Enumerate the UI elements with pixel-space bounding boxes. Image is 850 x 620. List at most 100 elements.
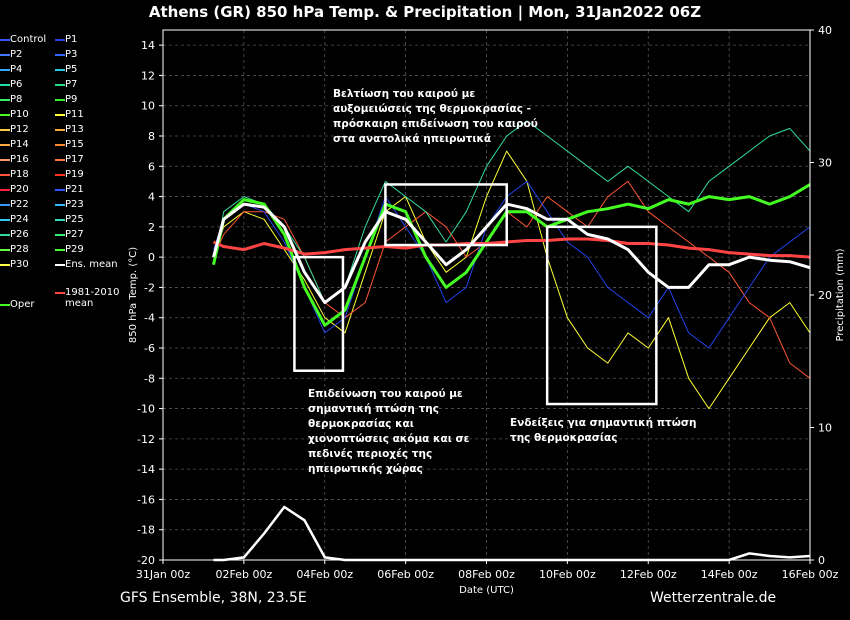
y2-axis-label: Precipitation (mm) [835,248,846,341]
legend-swatch [0,234,10,236]
legend-label: P21 [65,184,84,195]
annotation-line: θερμοκρασίας και [308,418,414,430]
y-tick-label: -6 [144,342,155,355]
legend-label: P30 [10,259,29,270]
legend-swatch [0,114,10,116]
annotation-box [293,255,345,372]
annotation-box [545,225,658,406]
legend-label: P24 [10,214,29,225]
legend-swatch [0,54,10,56]
x-tick-label: 14Feb 00z [701,568,758,581]
annotation-line: Επιδείνωση του καιρού με [308,388,463,400]
y-tick-label: -14 [137,463,155,476]
series-line-1981-2010-mean [212,237,811,259]
annotation-line: ηπειρωτικής χώρας [308,463,423,475]
y-axis-label: 850 hPa Temp. (°C) [128,247,139,343]
legend-label: P18 [10,169,29,180]
legend-swatch [55,129,65,131]
chart-title: Athens (GR) 850 hPa Temp. & Precipitatio… [148,3,702,21]
y-tick-label: 12 [141,69,155,82]
precipitation-series [213,505,811,562]
legend-label: P1 [65,34,78,45]
legend-label: P12 [10,124,29,135]
legend-label: P14 [10,139,29,150]
y-tick-label: -20 [137,554,155,567]
legend-swatch [55,292,65,294]
series-line-p11 [213,150,811,410]
legend-label: P4 [10,64,23,75]
legend-label: P3 [65,49,78,60]
x-tick-label: 06Feb 00z [377,568,434,581]
y-tick-label: 2 [148,221,155,234]
y-tick-label: -12 [137,433,155,446]
annotation-boxes [293,183,658,406]
y2-tick-label: 40 [818,24,832,37]
legend-swatch [0,159,10,161]
legend-swatch [55,39,65,41]
legend-label: P5 [65,64,78,75]
legend-swatch [0,204,10,206]
legend-label: P29 [65,244,84,255]
legend-swatch [0,189,10,191]
annotation-line: της θερμοκρασίας [510,432,618,444]
legend-label: P16 [10,154,29,165]
legend-label: P25 [65,214,84,225]
legend-swatch [55,219,65,221]
legend-swatch [0,304,10,306]
y-tick-label: 0 [148,251,155,264]
annotation-line: σημαντική πτώση της [308,403,439,415]
legend-swatch [55,159,65,161]
legend-swatch [55,204,65,206]
y2-tick-label: 20 [818,289,832,302]
legend-label: P9 [65,94,78,105]
y2-tick-label: 10 [818,422,832,435]
legend-swatch [0,69,10,71]
footer-source: Wetterzentrale.de [650,590,777,606]
annotation-line: Βελτίωση του καιρού με [333,88,476,100]
legend-swatch [0,144,10,146]
legend-swatch [55,99,65,101]
annotation-line: Ενδείξεις για σημαντική πτώση [510,417,697,429]
annotation-line: πεδινές περιοχές της [308,448,433,460]
y-tick-label: 14 [141,39,155,52]
y-tick-label: 8 [148,130,155,143]
x-tick-label: 04Feb 00z [296,568,353,581]
legend-label: P13 [65,124,84,135]
legend-label: P8 [10,94,23,105]
plot-frame [162,29,811,561]
legend-swatch [0,174,10,176]
legend-swatch [55,69,65,71]
legend-swatch [55,234,65,236]
legend-label: P2 [10,49,23,60]
y-tick-label: -16 [137,493,155,506]
annotation-top: Βελτίωση του καιρού με αυξομειώσεις της θ… [333,87,538,147]
x-tick-label: 31Jan 00z [136,568,190,581]
legend-swatch [55,54,65,56]
y-tick-label: -18 [137,524,155,537]
footer-model-info: GFS Ensemble, 38N, 23.5E [120,590,307,606]
y2-tick-label: 30 [818,157,832,170]
legend-swatch [0,84,10,86]
legend-swatch [55,189,65,191]
legend-swatch [0,264,10,266]
x-tick-label: 12Feb 00z [620,568,677,581]
legend-swatch [55,84,65,86]
y-tick-label: 10 [141,100,155,113]
legend-swatch [0,99,10,101]
legend-label: P17 [65,154,84,165]
legend-label: P28 [10,244,29,255]
legend-label: P22 [10,199,29,210]
legend-swatch [0,219,10,221]
legend-label: Ens. mean [65,259,118,270]
legend-label: P26 [10,229,29,240]
legend-label: P7 [65,79,78,90]
legend-label: P27 [65,229,84,240]
y-tick-label: -10 [137,403,155,416]
legend-label: 1981-2010 mean [65,287,120,309]
y-tick-label: -4 [144,312,155,325]
annotation-left: Επιδείνωση του καιρού με σημαντική πτώση … [308,387,470,477]
legend-swatch [55,174,65,176]
y-tick-label: -2 [144,281,155,294]
x-tick-label: 10Feb 00z [539,568,596,581]
